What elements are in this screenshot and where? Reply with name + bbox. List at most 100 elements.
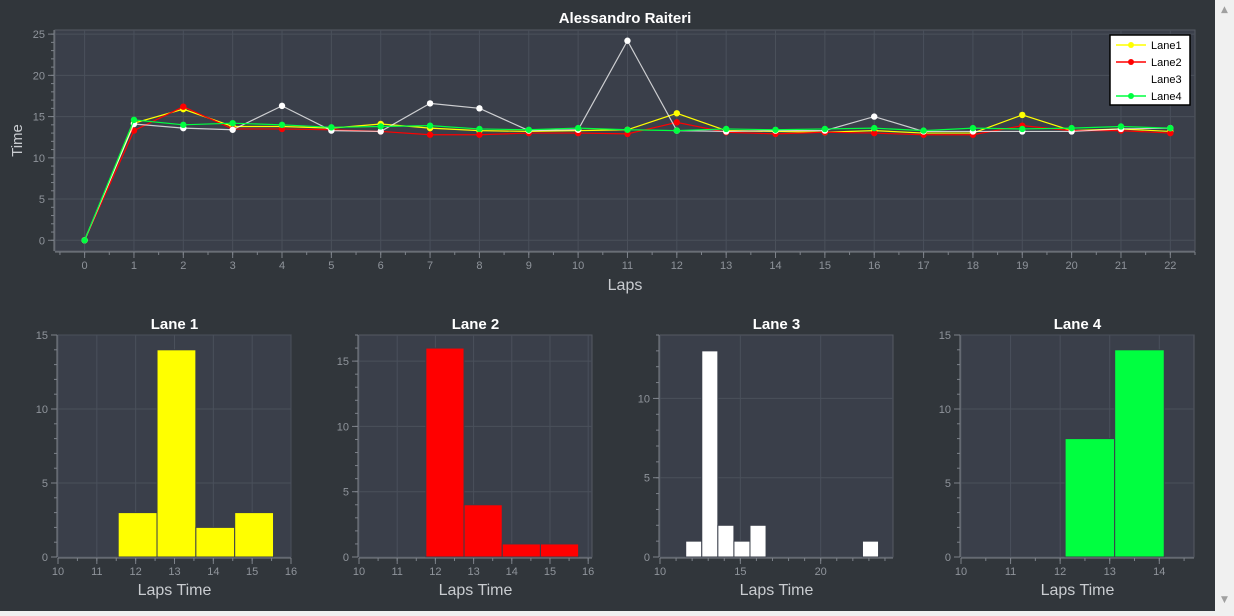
histogram-bar: [1064, 438, 1116, 558]
data-point-lane2: [476, 131, 483, 138]
x-tick-label: 12: [130, 566, 142, 578]
x-tick-label: 12: [1054, 566, 1066, 578]
vertical-scrollbar[interactable]: ▲ ▼: [1215, 0, 1234, 611]
histogram-bar: [425, 347, 465, 558]
chart-laps-time-line: 0 1 2 3 4 5 6 7 8 9 10 11 12 13 14 15 16 17 18 19 20 21 220510…: [9, 10, 1196, 294]
data-point-lane4: [426, 122, 434, 129]
app-window: 0 1 2 3 4 5 6 7 8 9 10 11 12 13 14 15 16 17 18 19 20 21 22 0 5 10…: [0, 0, 1215, 611]
data-point-lane4: [673, 127, 681, 134]
y-tick-label: 15: [337, 356, 349, 368]
x-tick-label: 8: [476, 260, 482, 272]
data-point-lane3: [871, 113, 878, 120]
data-point-lane3: [229, 126, 236, 133]
data-point-lane4: [722, 125, 730, 133]
chart-histogram-1: 10 11 12 13 14 15 16 0 5 10 15 Lane 1 Laps Time: [36, 316, 297, 599]
x-tick-label: 20: [1065, 260, 1077, 272]
y-tick-label: 5: [945, 478, 951, 490]
legend-box: [1109, 34, 1191, 106]
legend-marker-lane1: [1128, 42, 1134, 48]
data-point-lane2: [871, 129, 878, 137]
x-tick-label: 13: [1104, 566, 1116, 578]
y-tick-label: 0: [343, 552, 349, 564]
x-tick-label: 14: [207, 566, 219, 578]
histogram-bar: [501, 543, 541, 558]
data-point-lane4: [377, 123, 384, 130]
x-tick-label: 16: [868, 260, 880, 272]
data-point-lane4: [1019, 125, 1026, 133]
data-point-lane4: [81, 237, 88, 244]
x-tick-label: 2: [180, 260, 186, 272]
x-tick-label: 12: [671, 260, 683, 272]
data-point-lane4: [624, 126, 631, 133]
data-point-lane4: [525, 126, 532, 133]
data-point-lane3: [476, 105, 483, 112]
chart-histogram-3: 10 15 20 0 5 10 Lane 3 Laps Time: [638, 316, 894, 599]
histogram-bar: [861, 540, 880, 558]
x-tick-label: 7: [427, 260, 433, 272]
histogram-bar: [1114, 349, 1165, 558]
data-point-lane3: [426, 100, 434, 107]
y-tick-label: 10: [33, 153, 45, 165]
chart-histogram-4: 10 11 12 13 14 0 5 10 15 Lane 4 Laps Time: [939, 316, 1195, 599]
y-tick-label: 0: [644, 552, 650, 564]
y-tick-label: 0: [39, 235, 45, 247]
y-tick-label: 5: [39, 194, 45, 206]
histogram-bar: [717, 524, 735, 558]
x-tick-label: 0: [82, 260, 88, 272]
data-point-lane4: [1068, 124, 1075, 132]
data-point-lane1: [673, 110, 681, 117]
data-point-lane3: [624, 37, 631, 44]
x-tick-label: 10: [955, 566, 967, 578]
histogram-bar: [234, 512, 275, 558]
scroll-up-icon[interactable]: ▲: [1221, 5, 1228, 15]
data-point-lane4: [180, 121, 187, 129]
y-tick-label: 0: [945, 552, 951, 564]
scroll-down-icon[interactable]: ▼: [1221, 595, 1228, 605]
x-tick-label: 3: [230, 260, 236, 272]
data-point-lane4: [920, 127, 927, 134]
x-tick-label: 13: [168, 566, 180, 578]
x-tick-label: 17: [917, 260, 929, 272]
x-tick-label: 10: [572, 260, 584, 272]
histogram-bar: [749, 524, 767, 558]
histogram-bar: [539, 543, 580, 558]
y-tick-label: 5: [343, 487, 349, 499]
y-tick-label: 20: [33, 70, 45, 82]
y-tick-label: 25: [33, 29, 45, 41]
x-tick-label: 15: [819, 260, 831, 272]
y-axis-label: Time: [9, 124, 26, 157]
histogram-bar: [195, 526, 236, 558]
data-point-lane4: [821, 125, 829, 133]
x-tick-label: 12: [429, 566, 441, 578]
histogram-bar: [733, 540, 751, 558]
chart-histogram-2: 10 11 12 13 14 15 16 0 5 10 15 Lane 2 Laps Time: [337, 316, 595, 599]
x-tick-label: 19: [1016, 260, 1028, 272]
x-tick-label: 14: [506, 566, 518, 578]
histogram-bar: [685, 540, 703, 558]
plot-area: [659, 334, 894, 558]
histogram-bar: [463, 504, 503, 558]
x-tick-label: 14: [1153, 566, 1165, 578]
data-point-lane3: [278, 102, 286, 110]
x-tick-label: 5: [328, 260, 334, 272]
data-point-lane3: [377, 128, 384, 135]
x-tick-label: 11: [91, 566, 102, 578]
plot-area: [54, 29, 1196, 252]
x-tick-label: 16: [285, 566, 297, 578]
y-tick-label: 10: [36, 404, 48, 416]
x-axis-label: Laps Time: [439, 582, 513, 599]
chart-title: Lane 1: [151, 316, 199, 333]
x-tick-label: 11: [1005, 566, 1016, 578]
histogram-bar: [701, 350, 719, 558]
x-tick-label: 10: [654, 566, 666, 578]
x-axis-label: Laps Time: [1041, 582, 1115, 599]
x-tick-label: 11: [622, 260, 633, 272]
x-tick-label: 10: [52, 566, 64, 578]
x-tick-label: 15: [544, 566, 556, 578]
chart-title: Lane 2: [452, 316, 500, 333]
data-point-lane4: [574, 124, 582, 132]
x-tick-label: 15: [246, 566, 258, 578]
data-point-lane2: [426, 131, 434, 138]
y-tick-label: 10: [337, 421, 349, 433]
x-tick-label: 22: [1164, 260, 1176, 272]
